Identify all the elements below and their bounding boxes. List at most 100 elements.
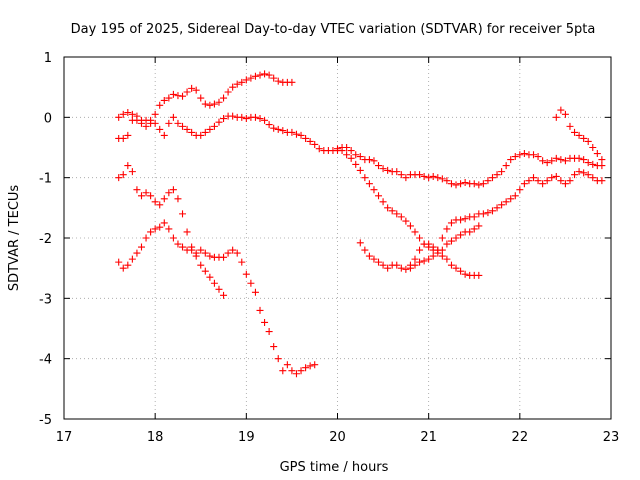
data-point — [233, 249, 241, 257]
data-point — [552, 154, 560, 162]
data-point — [188, 243, 196, 251]
data-point — [438, 234, 446, 242]
data-point — [461, 215, 469, 223]
data-point — [183, 88, 191, 96]
data-point — [270, 343, 278, 351]
data-point — [520, 180, 528, 188]
data-point — [306, 362, 314, 370]
data-point — [188, 84, 196, 92]
data-point — [370, 186, 378, 194]
data-point — [475, 181, 483, 189]
data-point — [251, 113, 259, 121]
data-point — [192, 86, 200, 94]
data-point — [571, 128, 579, 136]
data-point — [165, 119, 173, 127]
data-point — [119, 264, 127, 272]
data-point — [233, 80, 241, 88]
data-point — [416, 171, 424, 179]
data-point — [384, 264, 392, 272]
y-tick-label: -3 — [39, 292, 52, 307]
series-arc-7 — [406, 168, 606, 272]
data-point — [457, 180, 465, 188]
data-point — [452, 264, 460, 272]
data-point — [124, 162, 132, 170]
data-point — [530, 174, 538, 182]
data-point — [447, 261, 455, 269]
data-point — [429, 172, 437, 180]
data-point — [128, 168, 136, 176]
data-point — [461, 270, 469, 278]
data-point — [265, 121, 273, 129]
data-point — [516, 151, 524, 159]
data-point — [370, 157, 378, 165]
data-point — [457, 216, 465, 224]
data-point — [356, 153, 364, 161]
data-point — [302, 364, 310, 372]
data-point — [557, 106, 565, 114]
data-point — [206, 252, 214, 260]
data-point — [425, 255, 433, 263]
data-point — [393, 168, 401, 176]
data-point — [379, 165, 387, 173]
data-point — [365, 180, 373, 188]
data-point — [192, 252, 200, 260]
data-point — [115, 258, 123, 266]
data-point — [493, 204, 501, 212]
data-point — [598, 177, 606, 185]
data-point — [425, 240, 433, 248]
data-point — [210, 100, 218, 108]
data-point — [461, 178, 469, 186]
data-point — [261, 116, 269, 124]
data-point — [160, 131, 168, 139]
data-point — [251, 72, 259, 80]
series-arc-3 — [115, 219, 319, 378]
data-point — [425, 174, 433, 182]
data-point — [238, 258, 246, 266]
data-point — [297, 367, 305, 375]
data-series — [115, 70, 606, 378]
data-point — [179, 243, 187, 251]
data-point — [488, 174, 496, 182]
data-point — [224, 88, 232, 96]
data-point — [306, 137, 314, 145]
data-point — [443, 255, 451, 263]
data-point — [229, 83, 237, 91]
data-point — [133, 249, 141, 257]
data-point — [525, 177, 533, 185]
data-point — [270, 124, 278, 132]
data-point — [365, 156, 373, 164]
data-point — [561, 110, 569, 118]
x-axis-label: GPS time / hours — [280, 460, 389, 475]
data-point — [128, 255, 136, 263]
data-point — [498, 168, 506, 176]
data-point — [584, 159, 592, 167]
data-point — [274, 77, 282, 85]
data-point — [119, 110, 127, 118]
data-point — [183, 228, 191, 236]
data-point — [516, 186, 524, 194]
data-point — [156, 125, 164, 133]
data-point — [356, 239, 364, 247]
data-point — [165, 225, 173, 233]
data-point — [288, 367, 296, 375]
y-tick-label: -4 — [39, 353, 52, 368]
data-point — [397, 213, 405, 221]
data-point — [557, 177, 565, 185]
data-point — [479, 180, 487, 188]
data-point — [137, 119, 145, 127]
plot-frame — [63, 56, 612, 420]
data-point — [343, 151, 351, 159]
series-arc-5 — [334, 145, 483, 279]
data-point — [279, 127, 287, 135]
data-point — [416, 258, 424, 266]
y-tick-label: 1 — [44, 51, 52, 66]
data-point — [443, 240, 451, 248]
data-point — [530, 151, 538, 159]
y-tick-label: -1 — [39, 172, 52, 187]
data-point — [229, 246, 237, 254]
data-point — [393, 261, 401, 269]
data-point — [511, 192, 519, 200]
data-point — [375, 192, 383, 200]
data-point — [502, 162, 510, 170]
